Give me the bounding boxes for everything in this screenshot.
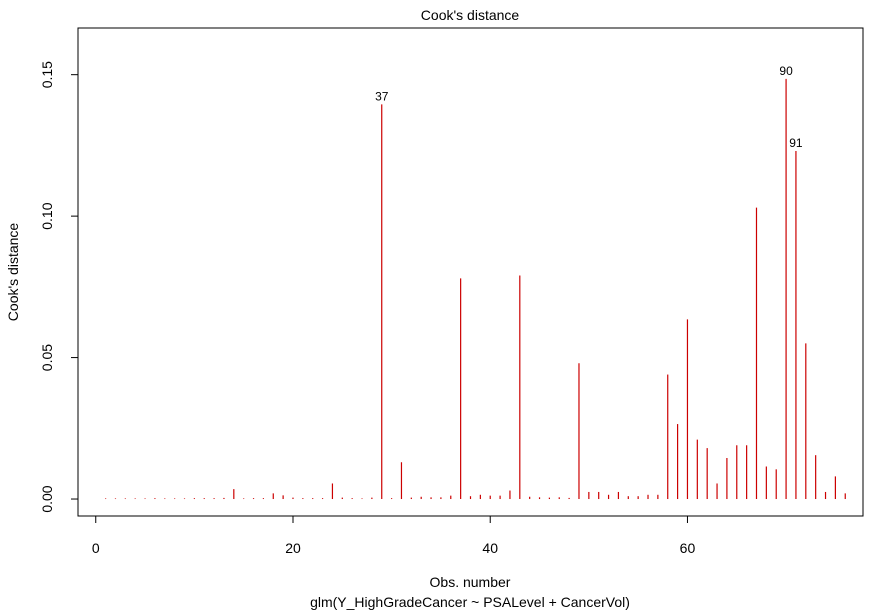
y-axis: 0.00 0.05 0.10 0.15 [39, 61, 79, 513]
y-tick-label: 0.00 [39, 485, 55, 512]
x-axis-label: Obs. number [430, 574, 511, 590]
x-tick-label: 60 [680, 540, 696, 556]
x-tick-label: 0 [92, 540, 100, 556]
y-tick-label: 0.15 [39, 61, 55, 88]
x-tick-label: 20 [285, 540, 301, 556]
point-label: 91 [789, 136, 803, 150]
x-axis: 0 20 40 60 [92, 515, 696, 556]
y-tick-label: 0.10 [39, 202, 55, 229]
y-tick-label: 0.05 [39, 344, 55, 371]
x-tick-label: 40 [482, 540, 498, 556]
y-axis-label: Cook's distance [5, 223, 21, 322]
chart-subtitle: glm(Y_HighGradeCancer ~ PSALevel + Cance… [310, 594, 630, 610]
plot-frame [77, 27, 864, 517]
annotations-group: 37 90 91 [375, 64, 803, 150]
point-label: 90 [779, 64, 793, 78]
bars-group [105, 78, 846, 500]
point-label: 37 [375, 89, 389, 103]
chart-title: Cook's distance [421, 7, 520, 23]
